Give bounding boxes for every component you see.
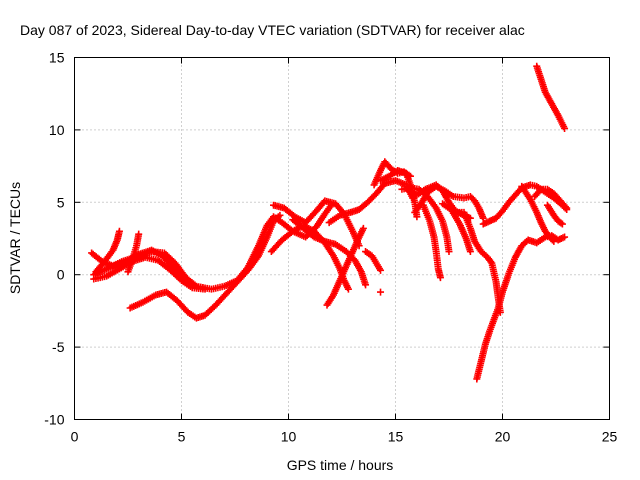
data-point (561, 233, 569, 241)
y-tick-label: 5 (57, 194, 65, 210)
data-point (344, 285, 352, 293)
data-point (362, 281, 370, 289)
series-arc-18 (419, 201, 444, 282)
data-point (466, 248, 474, 256)
data-points (88, 62, 571, 383)
data-point (563, 204, 571, 212)
plot-frame (74, 57, 610, 420)
data-point (561, 203, 569, 211)
series-arc-4 (92, 227, 123, 276)
x-tick-label: 15 (388, 429, 404, 445)
data-point (487, 258, 495, 266)
x-tick-label: 5 (178, 429, 186, 445)
y-tick-label: 10 (49, 122, 65, 138)
data-point (550, 237, 558, 245)
series-arc-20 (451, 208, 504, 316)
y-tick-label: -5 (52, 339, 65, 355)
grid (74, 57, 610, 420)
data-point (561, 124, 569, 132)
series-arc-12 (362, 248, 385, 274)
data-point (413, 213, 421, 221)
series-arc-6 (126, 211, 284, 322)
data-point (436, 274, 444, 282)
y-tick-label: 0 (57, 267, 65, 283)
data-point (276, 211, 284, 219)
series-arc-26 (533, 62, 569, 132)
series-arc-21 (473, 232, 569, 383)
y-tick-label: -10 (44, 412, 64, 428)
data-point (558, 220, 566, 228)
series-arc-5 (124, 230, 143, 276)
series-arc-17 (411, 182, 487, 222)
data-point (377, 266, 385, 274)
x-tick-label: 0 (71, 429, 79, 445)
x-tick-label: 25 (602, 429, 618, 445)
x-axis-label: GPS time / hours (287, 457, 394, 473)
data-point (115, 227, 123, 235)
x-tick-label: 10 (281, 429, 297, 445)
data-point (199, 284, 207, 292)
data-point (359, 224, 367, 232)
data-point (557, 219, 565, 227)
data-point (536, 187, 544, 195)
y-axis-label: SDTVAR / TECUs (7, 182, 23, 294)
axis-ticks: 0 5 10 15 20 25 -10 -5 0 5 10 15 (44, 50, 617, 445)
series-arc-24 (531, 185, 571, 212)
data-point (445, 248, 453, 256)
series-arc-23 (518, 182, 558, 245)
series-arc-10 (323, 224, 367, 309)
data-point (377, 288, 385, 296)
y-tick-label: 15 (49, 50, 65, 66)
x-tick-label: 20 (495, 429, 511, 445)
data-point (135, 230, 143, 238)
data-point (548, 236, 556, 244)
series-isolated (377, 288, 385, 296)
chart-title: Day 087 of 2023, Sidereal Day-to-day VTE… (20, 22, 525, 38)
series-arc-25 (543, 201, 566, 228)
